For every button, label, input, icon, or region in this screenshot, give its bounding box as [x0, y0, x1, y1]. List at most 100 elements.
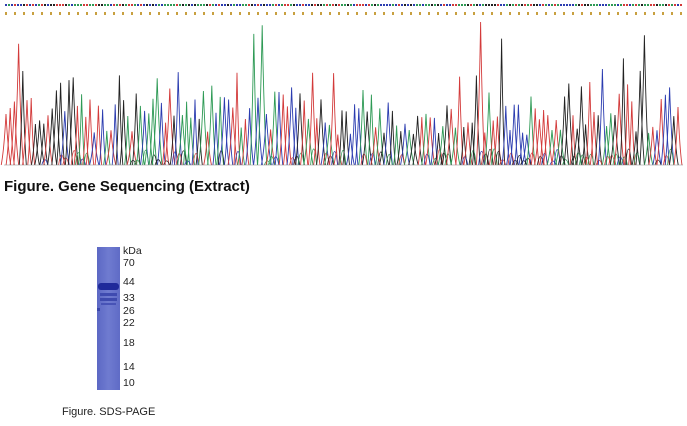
trace-peak: [174, 72, 183, 166]
sequence-mark: [221, 4, 223, 6]
sequence-mark: [434, 4, 436, 6]
sequence-mark: [272, 4, 274, 6]
sequence-mark: [140, 12, 142, 15]
sequence-mark: [530, 4, 532, 6]
sequence-mark: [413, 4, 415, 6]
sequence-mark: [149, 12, 151, 15]
sequence-mark: [491, 4, 493, 6]
trace-peak: [450, 127, 461, 166]
sequence-mark: [56, 4, 58, 6]
sequence-mark: [554, 12, 556, 15]
sequence-mark: [494, 4, 496, 6]
sequence-mark: [509, 12, 511, 15]
sequence-mark: [347, 12, 349, 15]
sequence-mark: [491, 12, 493, 15]
sequence-mark: [581, 12, 583, 15]
sequence-mark: [587, 4, 589, 6]
sequence-mark: [23, 4, 25, 6]
chromatogram: [0, 4, 683, 166]
sequence-mark: [29, 4, 31, 6]
sequence-mark: [536, 4, 538, 6]
sequence-mark: [608, 12, 610, 15]
trace-peak: [34, 120, 45, 166]
trace-peak: [292, 107, 300, 166]
sequence-mark: [482, 12, 484, 15]
trace-peak: [555, 129, 566, 166]
trace-peak: [369, 153, 376, 166]
trace-peak: [241, 119, 250, 166]
trace-peak: [47, 108, 58, 166]
sequence-mark: [551, 4, 553, 6]
sequence-mark: [383, 4, 385, 6]
sequence-mark: [296, 4, 298, 6]
trace-peak: [375, 108, 385, 166]
trace-peak: [186, 117, 195, 166]
trace-peak: [59, 111, 70, 166]
sequence-mark: [524, 4, 526, 6]
sequence-mark: [500, 12, 502, 15]
sequence-mark: [194, 4, 196, 6]
marker-label: 18: [123, 337, 135, 349]
trace-peak: [354, 108, 363, 166]
marker-label: 33: [123, 292, 135, 304]
trace-peak: [245, 108, 254, 166]
trace-peak: [509, 104, 519, 166]
sequence-mark: [86, 4, 88, 6]
sequence-mark: [671, 4, 673, 6]
sequence-mark: [437, 4, 439, 6]
trace-peak: [253, 97, 263, 166]
trace-peak: [361, 111, 373, 166]
trace-peak: [345, 133, 355, 166]
trace-peak: [489, 120, 498, 166]
sequence-mark: [545, 12, 547, 15]
sequence-mark: [365, 12, 367, 15]
sequence-mark: [41, 4, 43, 6]
sequence-mark: [539, 4, 541, 6]
sequence-mark: [545, 4, 547, 6]
sequence-mark: [632, 4, 634, 6]
sequence-mark: [50, 12, 52, 15]
sequence-mark: [455, 4, 457, 6]
trace-peak: [472, 75, 481, 166]
trace-peak: [506, 129, 514, 166]
trace-peak: [289, 157, 296, 166]
trace-peak: [490, 148, 498, 166]
sequence-mark: [365, 4, 367, 6]
sequence-mark: [623, 4, 625, 6]
sequence-mark: [278, 4, 280, 6]
trace-peak: [652, 130, 662, 166]
trace-peak: [635, 70, 645, 166]
sequence-mark: [137, 4, 139, 6]
trace-peak: [585, 81, 594, 166]
sequence-mark: [188, 4, 190, 6]
sequence-mark: [86, 12, 88, 15]
trace-peak: [124, 115, 132, 166]
sequence-mark: [155, 4, 157, 6]
trace-peak: [278, 94, 288, 166]
sequence-mark: [281, 4, 283, 6]
trace-peak: [148, 98, 158, 166]
trace-peak: [518, 132, 527, 166]
trace-peak: [85, 99, 95, 166]
gel-lane: [97, 247, 120, 390]
trace-peak: [385, 154, 393, 166]
sequence-mark: [338, 12, 340, 15]
sequence-mark: [341, 4, 343, 6]
sequence-mark: [239, 4, 241, 6]
trace-peak: [13, 43, 24, 166]
sequence-mark: [149, 4, 151, 6]
sequence-mark: [179, 4, 181, 6]
sequence-mark: [224, 4, 226, 6]
trace-peak: [126, 131, 138, 166]
sequence-mark: [257, 4, 259, 6]
trace-peak: [249, 33, 258, 166]
trace-peak: [613, 93, 625, 166]
sequence-mark: [32, 4, 34, 6]
trace-peak: [562, 159, 569, 166]
trace-peak: [216, 96, 225, 166]
sequence-mark: [68, 4, 70, 6]
sequence-mark: [110, 4, 112, 6]
trace-peak: [460, 126, 468, 166]
sequence-mark: [383, 12, 385, 15]
